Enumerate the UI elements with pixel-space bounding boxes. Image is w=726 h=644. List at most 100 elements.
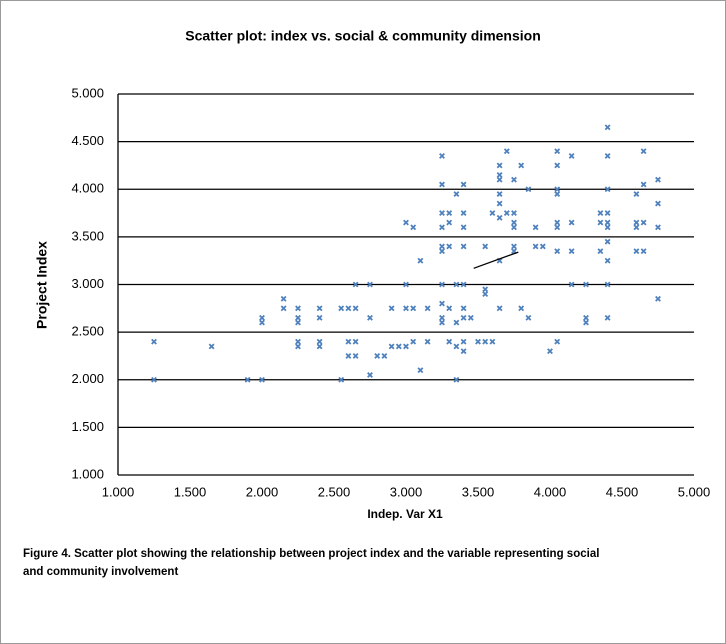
point: [453, 343, 460, 350]
point: [597, 219, 604, 226]
point: [259, 319, 265, 326]
point: [583, 314, 589, 321]
point: [482, 291, 489, 297]
point: [280, 305, 287, 312]
chart-title: Scatter plot: index vs. social & communi…: [185, 28, 541, 44]
point: [583, 281, 589, 288]
point: [352, 338, 359, 345]
point: [482, 243, 489, 250]
x-tick-label: 3.000: [390, 484, 423, 499]
point: [460, 314, 467, 321]
point: [439, 314, 445, 321]
point: [568, 219, 575, 226]
point: [554, 338, 561, 345]
point: [446, 338, 453, 345]
point: [496, 191, 503, 197]
point: [388, 343, 395, 350]
point: [367, 372, 373, 378]
point: [554, 186, 561, 193]
x-tick-label: 2.000: [246, 484, 279, 499]
point: [345, 353, 352, 359]
point: [316, 305, 323, 312]
point: [568, 152, 575, 159]
point: [410, 224, 417, 231]
point: [446, 243, 453, 250]
y-tick-label: 4.000: [71, 181, 104, 196]
point: [403, 343, 409, 350]
y-tick-label: 2.500: [71, 324, 104, 339]
point: [403, 281, 409, 288]
point: [410, 338, 417, 345]
point: [597, 248, 604, 255]
point: [295, 314, 301, 321]
point: [554, 148, 561, 155]
point: [525, 314, 532, 321]
point: [460, 348, 467, 355]
point: [604, 186, 611, 193]
point: [338, 376, 345, 383]
point: [410, 305, 417, 312]
point: [511, 224, 517, 231]
point: [640, 248, 647, 255]
point: [352, 305, 359, 312]
point: [439, 281, 445, 288]
point: [496, 200, 503, 207]
point: [554, 248, 561, 255]
point: [259, 376, 265, 383]
point: [655, 200, 661, 207]
point: [259, 314, 265, 321]
point: [446, 305, 453, 312]
point: [640, 219, 647, 226]
point: [496, 176, 503, 183]
point: [460, 243, 467, 250]
point: [367, 314, 373, 321]
point: [532, 243, 539, 250]
y-tick-label: 1.000: [71, 466, 104, 481]
point: [439, 181, 445, 188]
point: [417, 367, 424, 374]
x-tick-label: 5.000: [678, 484, 711, 499]
point: [367, 281, 373, 288]
point: [655, 224, 661, 231]
point: [460, 281, 467, 288]
point: [489, 338, 496, 345]
point: [453, 319, 460, 326]
point: [151, 338, 157, 345]
point: [633, 191, 640, 197]
x-tick-label: 1.500: [174, 484, 207, 499]
point: [604, 219, 611, 226]
point: [453, 281, 460, 288]
point: [597, 210, 604, 216]
point: [482, 286, 489, 293]
point: [381, 353, 388, 359]
point: [460, 338, 467, 345]
point: [439, 243, 445, 250]
y-axis-label: Project Index: [34, 241, 50, 329]
point: [439, 224, 445, 231]
point: [280, 295, 287, 302]
point: [496, 214, 503, 221]
point: [511, 176, 517, 183]
point: [655, 295, 661, 302]
point: [525, 186, 532, 193]
point: [439, 248, 445, 255]
point: [604, 152, 611, 159]
point: [655, 176, 661, 183]
point: [518, 305, 525, 312]
point: [554, 191, 561, 197]
trendline: [473, 251, 519, 269]
y-tick-label: 2.000: [71, 371, 104, 386]
point: [439, 319, 445, 326]
point: [554, 219, 561, 226]
point: [604, 314, 611, 321]
y-tick-label: 3.000: [71, 276, 104, 291]
point: [482, 338, 489, 345]
point: [453, 376, 460, 383]
point: [604, 281, 611, 288]
x-tick-label: 4.000: [534, 484, 567, 499]
point: [352, 281, 359, 288]
point: [151, 376, 157, 383]
point: [568, 248, 575, 255]
x-tick-label: 3.500: [462, 484, 495, 499]
